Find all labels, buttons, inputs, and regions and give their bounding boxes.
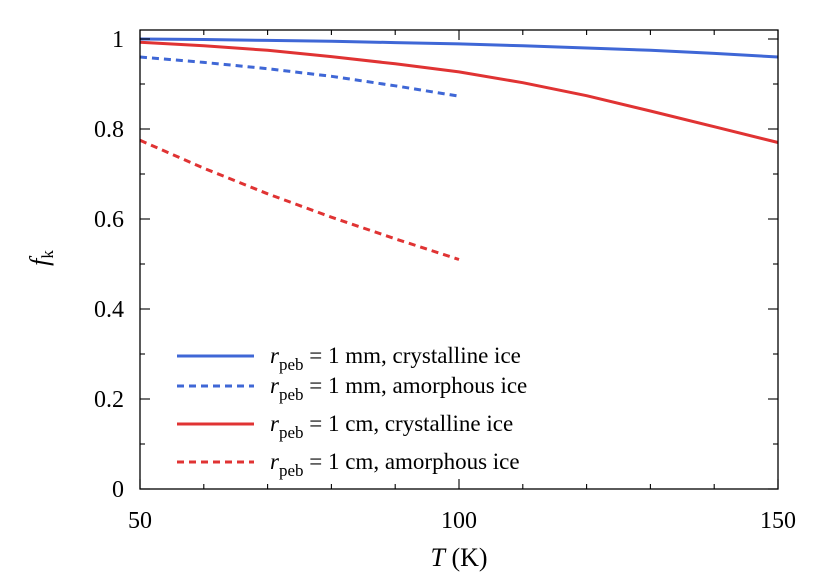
y-tick-label: 0.6 bbox=[94, 207, 124, 233]
legend-label-1: rpeb = 1 mm, crystalline ice bbox=[270, 343, 521, 374]
series-line-4 bbox=[139, 138, 460, 261]
series-line-2 bbox=[139, 55, 460, 98]
series-line-1 bbox=[139, 37, 779, 59]
x-tick-label: 50 bbox=[128, 508, 152, 534]
plot-frame bbox=[139, 29, 779, 490]
y-tick-label: 0.4 bbox=[94, 297, 124, 323]
x-axis-label: T (K) bbox=[430, 543, 487, 572]
x-tick-label: 150 bbox=[760, 508, 796, 534]
series-layer bbox=[139, 37, 779, 261]
y-tick-label: 1 bbox=[112, 27, 124, 53]
legend-label-4: rpeb = 1 cm, amorphous ice bbox=[270, 449, 520, 480]
y-tick-label: 0 bbox=[112, 477, 124, 503]
series-line-3 bbox=[139, 40, 779, 144]
legend-label-3: rpeb = 1 cm, crystalline ice bbox=[270, 411, 513, 442]
legend-label-2: rpeb = 1 mm, amorphous ice bbox=[270, 373, 527, 404]
x-tick-label: 100 bbox=[441, 508, 477, 534]
tick-labels: 50 100 150 0 0.2 0.4 0.6 0.8 1 bbox=[94, 27, 796, 534]
y-axis-label: fk bbox=[25, 250, 57, 266]
y-tick-label: 0.2 bbox=[94, 387, 124, 413]
y-tick-label: 0.8 bbox=[94, 117, 124, 143]
